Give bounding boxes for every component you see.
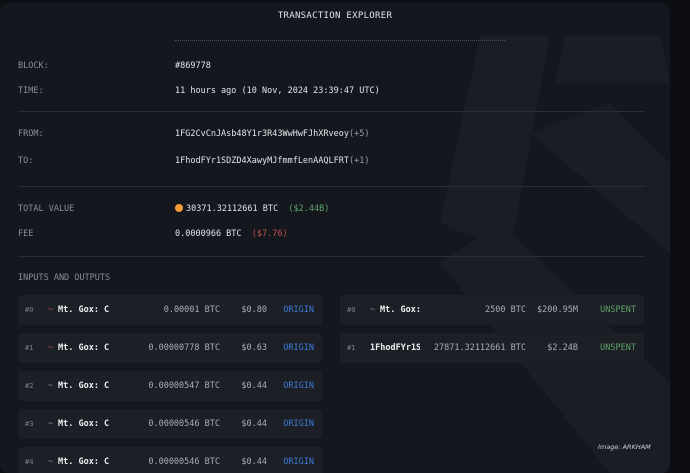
btc-amount: 0.00000547 BTC — [148, 381, 220, 391]
btc-amount: 0.00000778 BTC — [148, 343, 220, 353]
row-index: #4 — [25, 458, 34, 466]
block-label: BLOCK: — [18, 61, 49, 71]
row-index: #1 — [25, 344, 34, 352]
fee-value: 0.0000966 BTC ($7.76) — [175, 229, 288, 239]
fee-label: FEE — [18, 229, 34, 239]
arrow-icon: ~ — [48, 305, 54, 315]
image-credit: Image: ARKHAM — [598, 443, 651, 451]
usd-amount: $0.44 — [241, 381, 267, 391]
row-index: #2 — [25, 382, 34, 390]
from-value: 1FG2CvCnJAsb48Y1r3R43WwHwFJhXRveoy(+5) — [175, 129, 369, 139]
status-label[interactable]: ORIGIN — [283, 381, 314, 391]
entity-name[interactable]: Mt. Gox: C — [58, 419, 110, 429]
usd-amount: $0.63 — [241, 343, 267, 353]
to-label: TO: — [18, 156, 34, 166]
page-title: TRANSACTION EXPLORER — [277, 11, 393, 21]
arrow-icon: ~ — [370, 305, 376, 315]
input-row[interactable]: #0 ~ Mt. Gox: C 0.00001 BTC $0.80 ORIGIN — [18, 295, 322, 325]
entity-name[interactable]: Mt. Gox: — [380, 305, 421, 315]
to-value: 1FhodFYr1SDZD4XawyMJfmmfLenAAQLFRT(+1) — [175, 156, 369, 166]
transaction-explorer-panel: TRANSACTION EXPLORER BLOCK: #869778 TIME… — [0, 3, 670, 473]
input-row[interactable]: #3 ~ Mt. Gox: C 0.00000546 BTC $0.44 ORIGIN — [18, 409, 322, 439]
total-value-label: TOTAL VALUE — [18, 204, 75, 214]
usd-amount: $0.80 — [241, 305, 267, 315]
status-label[interactable]: ORIGIN — [283, 305, 314, 315]
row-index: #0 — [347, 306, 356, 314]
total-value: 30371.32112661 BTC ($2.44B) — [175, 204, 329, 214]
entity-name[interactable]: Mt. Gox: C — [58, 343, 110, 353]
status-label[interactable]: ORIGIN — [283, 419, 314, 429]
arkham-watermark-logo — [440, 36, 670, 473]
btc-amount: 0.00000546 BTC — [148, 457, 220, 467]
row-index: #0 — [25, 306, 34, 314]
arrow-icon: ~ — [48, 419, 54, 429]
entity-name[interactable]: Mt. Gox: C — [58, 305, 110, 315]
input-row[interactable]: #1 ~ Mt. Gox: C 0.00000778 BTC $0.63 ORIGIN — [18, 333, 322, 363]
input-row[interactable]: #2 ~ Mt. Gox: C 0.00000547 BTC $0.44 ORIGIN — [18, 371, 322, 401]
entity-name[interactable]: Mt. Gox: C — [58, 381, 110, 391]
usd-amount: $0.44 — [241, 419, 267, 429]
btc-amount: 27871.32112661 BTC — [433, 343, 526, 353]
btc-amount: 0.00000546 BTC — [148, 419, 220, 429]
time-label: TIME: — [18, 86, 44, 96]
status-label[interactable]: ORIGIN — [283, 457, 314, 467]
to-more[interactable]: (+1) — [349, 156, 370, 166]
row-index: #1 — [347, 344, 356, 352]
output-row[interactable]: #1 1FhodFYr1S 27871.32112661 BTC $2.24B UNSP… — [340, 333, 644, 363]
btc-amount: 0.00001 BTC — [163, 305, 220, 315]
status-label[interactable]: UNSPENT — [600, 305, 636, 315]
usd-amount: $2.24B — [547, 343, 578, 353]
total-usd: ($2.44B) — [288, 204, 330, 214]
arrow-icon: ~ — [48, 457, 54, 467]
total-btc: 30371.32112661 BTC — [186, 204, 279, 214]
output-row[interactable]: #0 ~ Mt. Gox: 2500 BTC $200.95M UNSPENT — [340, 295, 644, 325]
arrow-icon: ~ — [48, 343, 54, 353]
truncated-hash-row — [175, 40, 505, 42]
inputs-outputs-label: INPUTS AND OUTPUTS — [18, 273, 111, 283]
from-address[interactable]: 1FG2CvCnJAsb48Y1r3R43WwHwFJhXRveoy — [175, 129, 349, 139]
fee-btc: 0.0000966 BTC — [175, 229, 242, 239]
usd-amount: $0.44 — [241, 457, 267, 467]
status-label[interactable]: UNSPENT — [600, 343, 636, 353]
divider — [18, 186, 645, 187]
entity-name[interactable]: Mt. Gox: C — [58, 457, 110, 467]
btc-amount: 2500 BTC — [485, 305, 526, 315]
to-address[interactable]: 1FhodFYr1SDZD4XawyMJfmmfLenAAQLFRT — [175, 156, 349, 166]
time-value: 11 hours ago (10 Nov, 2024 23:39:47 UTC) — [175, 86, 380, 96]
divider — [18, 111, 645, 112]
from-label: FROM: — [18, 129, 44, 139]
entity-name[interactable]: 1FhodFYr1S — [370, 343, 420, 353]
block-number[interactable]: #869778 — [175, 61, 211, 71]
usd-amount: $200.95M — [537, 305, 578, 315]
divider — [18, 256, 645, 257]
row-index: #3 — [25, 420, 34, 428]
status-label[interactable]: ORIGIN — [283, 343, 314, 353]
fee-usd: ($7.76) — [251, 229, 288, 239]
input-row[interactable]: #4 ~ Mt. Gox: C 0.00000546 BTC $0.44 ORIGIN — [18, 447, 322, 473]
bitcoin-icon — [175, 204, 183, 212]
from-more[interactable]: (+5) — [349, 129, 370, 139]
arrow-icon: ~ — [48, 381, 54, 391]
